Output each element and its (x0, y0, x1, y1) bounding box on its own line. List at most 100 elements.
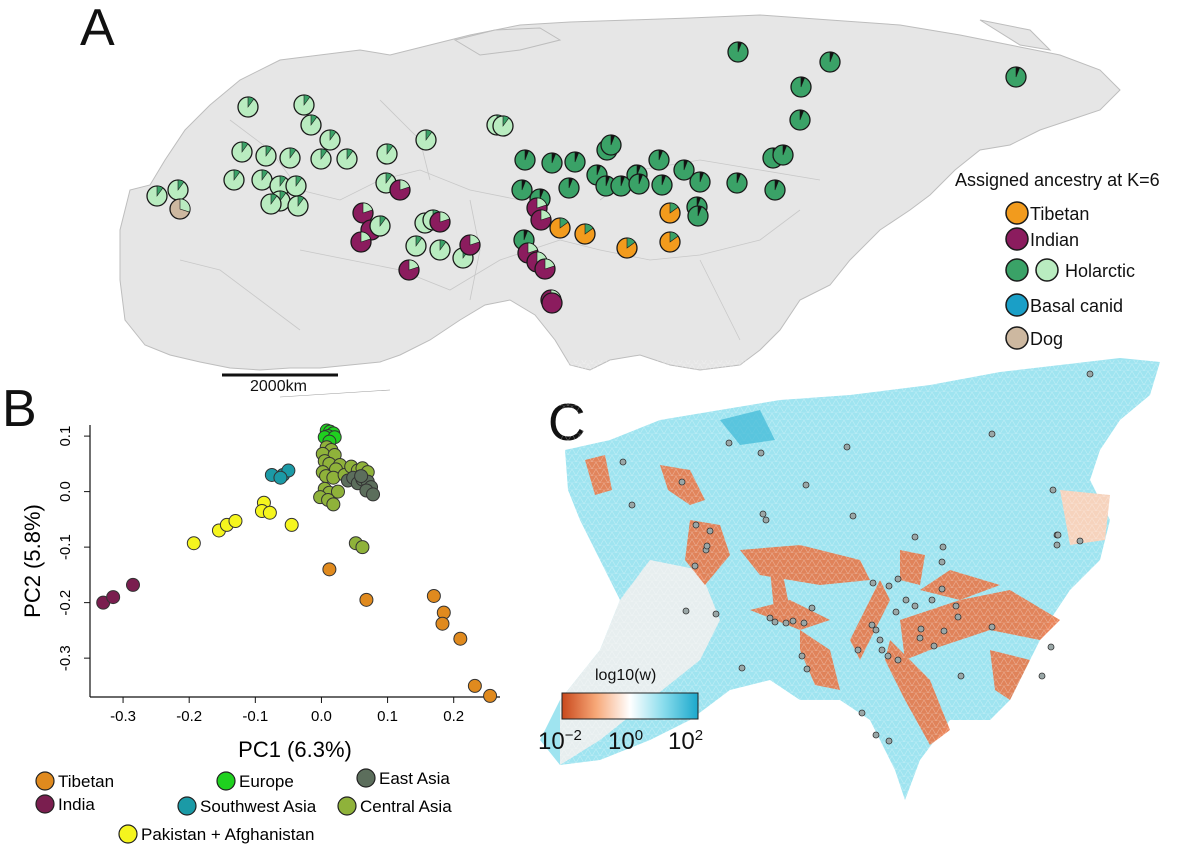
ancestry-pie (626, 164, 648, 186)
sample-location-dot (712, 610, 720, 618)
sample-location-dot (939, 543, 947, 551)
pca-point (321, 429, 336, 444)
pca-legend-swatch (356, 768, 376, 788)
ancestry-pie (517, 242, 539, 264)
pca-point (326, 470, 341, 485)
legend-swatch (1005, 258, 1029, 282)
sample-location-dot (702, 546, 710, 554)
ancestry-pie (541, 292, 563, 314)
sample-location-dot (928, 596, 936, 604)
sample-location-dot (988, 430, 996, 438)
pca-point (355, 540, 370, 555)
sample-location-dot (725, 439, 733, 447)
sample-location-dot (1049, 486, 1057, 494)
sample-location-dot (789, 617, 797, 625)
scalebar-label: 2000km (250, 378, 307, 395)
ancestry-pie (319, 129, 341, 151)
pca-legend-swatch (216, 771, 236, 791)
ancestry-pie (146, 185, 168, 207)
ancestry-pie (486, 114, 508, 136)
ancestry-pie (251, 169, 273, 191)
pca-point (281, 463, 296, 478)
pca-point (219, 517, 234, 532)
pca-legend-entry: Europe (216, 771, 294, 791)
pca-point (360, 474, 375, 489)
sample-location-dot (885, 582, 893, 590)
legend-title: Assigned ancestry at K=6 (955, 170, 1160, 190)
pca-point (273, 470, 288, 485)
sample-location-dot (858, 709, 866, 717)
pca-points (96, 423, 498, 703)
ancestry-pie (231, 141, 253, 163)
ancestry-pie (300, 114, 322, 136)
pca-legend-swatch (177, 796, 197, 816)
legend-label: Holarctic (1065, 261, 1135, 281)
ancestry-legend: Assigned ancestry at K=6 (955, 170, 1195, 191)
sample-location-dot (872, 731, 880, 739)
pca-point (426, 588, 441, 603)
sample-location-dot (917, 625, 925, 633)
x-tick-label: -0.3 (110, 708, 136, 725)
colorbar-tick-mid: 100 (608, 727, 644, 755)
y-tick-label: -0.2 (57, 590, 74, 616)
pca-legend-label: Central Asia (360, 797, 452, 816)
legend-swatch (1035, 258, 1059, 282)
pca-point (284, 517, 299, 532)
sample-location-dot (894, 575, 902, 583)
sample-location-dot (872, 626, 880, 634)
pca-point (340, 473, 355, 488)
ancestry-pie (405, 235, 427, 257)
pca-point (323, 424, 338, 439)
y-tick-label: -0.1 (57, 534, 74, 560)
sample-location-dot (1053, 541, 1061, 549)
panel-letter-c: C (548, 394, 586, 452)
sample-location-dot (940, 627, 948, 635)
pca-point (435, 616, 450, 631)
pca-point (321, 492, 336, 507)
ancestry-pie (651, 174, 673, 196)
colorbar-title: log10(w) (595, 667, 657, 684)
panel-letter-b: B (2, 380, 37, 438)
legend-entry: Holarctic (1005, 258, 1135, 282)
ancestry-pie (352, 202, 374, 224)
pca-point (211, 523, 226, 538)
pca-point (359, 592, 374, 607)
ancestry-pie (429, 239, 451, 261)
ancestry-pie (648, 149, 670, 171)
sample-location-dot (878, 646, 886, 654)
pca-point (254, 504, 269, 519)
legend-swatch (1005, 201, 1029, 225)
sample-location-dot (800, 619, 808, 627)
ancestry-pie (540, 289, 562, 311)
ancestry-pie (772, 144, 794, 166)
sample-location-dot (619, 458, 627, 466)
ancestry-pie (534, 258, 556, 280)
pca-point (467, 678, 482, 693)
sample-location-dot (884, 652, 892, 660)
pca-point (346, 470, 361, 485)
y-tick-label: 0.1 (57, 426, 74, 447)
pca-legend-label: Europe (239, 772, 294, 791)
sample-location-dot (757, 449, 765, 457)
pca-point (319, 440, 334, 455)
ancestry-pie (293, 94, 315, 116)
x-axis-label: PC1 (6.3%) (238, 737, 352, 762)
sample-location-dot (868, 621, 876, 629)
pca-point (322, 562, 337, 577)
sample-location-dot (911, 602, 919, 610)
sample-location-dot (902, 596, 910, 604)
sample-location-dot (894, 656, 902, 664)
legend-entry: Indian (1005, 227, 1079, 251)
x-tick-label: -0.1 (242, 708, 268, 725)
y-axis-label: PC2 (5.8%) (20, 504, 45, 618)
sample-location-dot (682, 607, 690, 615)
sample-locations (619, 370, 1094, 745)
ancestry-pie (726, 172, 748, 194)
x-tick-label: 0.0 (311, 708, 332, 725)
ancestry-pie (223, 169, 245, 191)
ancestry-pie (673, 159, 695, 181)
sample-location-dot (1086, 370, 1094, 378)
pca-point (262, 505, 277, 520)
ancestry-pie (429, 211, 451, 233)
ancestry-pie (659, 202, 681, 224)
